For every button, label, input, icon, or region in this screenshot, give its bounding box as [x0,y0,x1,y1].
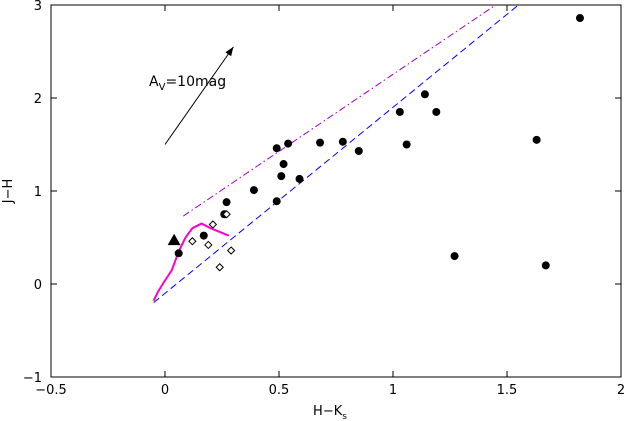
reddening-annotation: AV=10mag [149,74,226,93]
filled-circle-point [174,249,183,258]
filled-circle-point [316,138,325,147]
reddening-vector-arrowhead [225,46,234,57]
open-diamond-point [222,210,231,219]
x-tick-label: 0.5 [269,383,290,398]
y-tick-label: 3 [34,0,42,14]
data-points [167,14,584,272]
dash-dot-line [182,4,496,217]
x-axis-label-sub: s [342,412,347,421]
reference-lines [153,4,519,303]
reddening-vector-group [164,46,234,145]
tick-labels: −0.5 0 0.5 1 1.5 2 −1 0 1 2 3 [23,0,625,398]
x-tick-label: 1 [389,383,397,398]
filled-circle-point [450,252,459,261]
annotation-sub: V [159,82,166,93]
filled-circle-point [354,147,363,156]
open-diamond-point [188,237,197,246]
x-tick-label: 2 [617,383,625,398]
filled-circle-point [395,107,404,116]
filled-circle-point [541,261,550,270]
y-axis-label: J−H [1,179,16,205]
filled-circle-point [272,144,281,153]
filled-circle-point [532,135,541,144]
open-diamond-point [204,240,213,250]
y-tick-label: 2 [34,92,42,107]
dashed-line [153,4,519,303]
x-tick-label: 0 [161,383,169,398]
filled-circle-point [432,107,441,116]
filled-circle-point [249,186,258,195]
filled-circle-point [284,139,293,148]
x-axis-label: H−Ks [313,404,347,421]
filled-circle-point [575,14,584,23]
filled-circle-point [402,140,411,149]
locus-curve [152,222,230,302]
plot-frame [50,4,622,378]
x-tick-label: −0.5 [35,383,67,398]
open-diamond-point [208,220,218,229]
filled-circle-point [295,174,304,183]
axis-ticks [50,4,622,378]
reddening-vector [164,46,234,145]
x-tick-label: 1.5 [497,383,518,398]
locus-curve-group [152,222,230,302]
filled-circle-point [277,172,286,181]
annotation-main: A [149,74,159,90]
y-tick-label: 1 [34,185,42,200]
filled-circle-point [222,198,231,207]
filled-circle-point [199,231,208,240]
open-diamond-point [215,263,224,272]
y-tick-label: 0 [34,278,42,293]
filled-circle-point [279,160,288,169]
filled-circle-point [272,197,281,206]
y-tick-label: −1 [23,371,42,386]
annotation-rest: =10mag [165,74,226,90]
filled-circle-point [420,90,429,99]
x-axis-label-main: H−K [313,404,343,419]
filled-triangle-point [167,233,181,246]
open-diamond-point [226,246,236,255]
filled-circle-point [338,137,347,146]
